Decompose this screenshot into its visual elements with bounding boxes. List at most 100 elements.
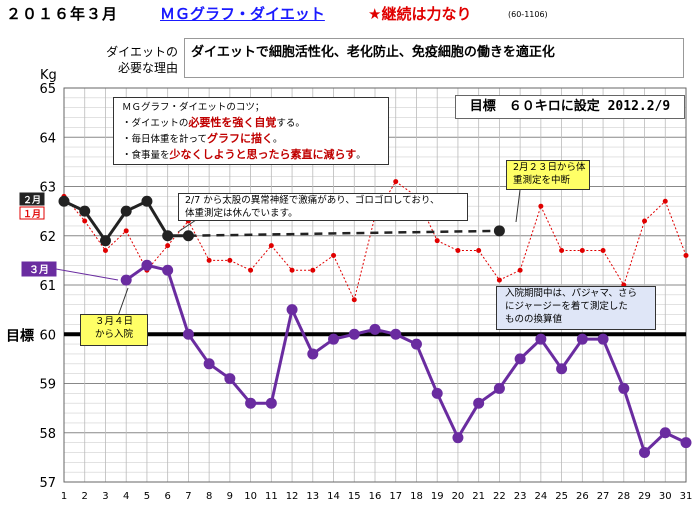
y-tick-label: 58 bbox=[39, 427, 56, 442]
data-point bbox=[287, 305, 297, 315]
data-point bbox=[352, 298, 356, 302]
tips-title: ＭＧグラフ・ダイエットのコツ； bbox=[122, 100, 380, 115]
x-tick-label: 17 bbox=[389, 491, 402, 502]
legend-jan-text: １月 bbox=[23, 209, 41, 220]
x-tick-label: 13 bbox=[306, 491, 319, 502]
x-tick-label: 22 bbox=[493, 491, 506, 502]
data-point bbox=[394, 180, 398, 184]
data-point bbox=[518, 268, 522, 272]
x-tick-label: 11 bbox=[265, 491, 278, 502]
data-point bbox=[601, 249, 605, 253]
series-line-segment bbox=[188, 221, 209, 260]
data-point bbox=[370, 324, 380, 334]
x-tick-label: 27 bbox=[597, 491, 610, 502]
data-point bbox=[163, 265, 173, 275]
data-point bbox=[228, 258, 232, 262]
data-point bbox=[453, 433, 463, 443]
y-tick-label: 61 bbox=[39, 279, 56, 294]
data-point bbox=[643, 219, 647, 223]
data-point bbox=[103, 249, 107, 253]
x-tick-label: 5 bbox=[144, 491, 150, 502]
x-tick-label: 1 bbox=[61, 491, 67, 502]
data-point bbox=[59, 196, 69, 206]
data-point bbox=[494, 383, 504, 393]
data-point bbox=[183, 231, 193, 241]
data-point bbox=[311, 268, 315, 272]
data-point bbox=[494, 226, 504, 236]
x-tick-label: 28 bbox=[617, 491, 630, 502]
data-point bbox=[515, 354, 525, 364]
data-point bbox=[225, 374, 235, 384]
x-tick-label: 26 bbox=[576, 491, 589, 502]
data-point bbox=[246, 398, 256, 408]
data-point bbox=[474, 398, 484, 408]
data-point bbox=[660, 428, 670, 438]
y-tick-label: 60 bbox=[39, 328, 56, 343]
x-tick-label: 19 bbox=[431, 491, 444, 502]
x-tick-label: 23 bbox=[514, 491, 527, 502]
series-line-segment bbox=[251, 246, 272, 271]
x-tick-label: 3 bbox=[102, 491, 108, 502]
data-point bbox=[577, 334, 587, 344]
goal-label: 目標 bbox=[6, 327, 34, 344]
series-line-segment bbox=[416, 344, 437, 393]
legend-mar-leader bbox=[56, 269, 118, 280]
data-point bbox=[269, 244, 273, 248]
series-line-segment bbox=[334, 255, 355, 299]
data-point bbox=[100, 236, 110, 246]
series-line-segment bbox=[665, 201, 686, 255]
data-point bbox=[684, 253, 688, 257]
y-tick-label: 57 bbox=[39, 476, 56, 491]
data-point bbox=[80, 206, 90, 216]
series-line-segment bbox=[271, 310, 292, 404]
x-tick-label: 29 bbox=[638, 491, 651, 502]
data-point bbox=[619, 383, 629, 393]
y-tick-label: 65 bbox=[39, 82, 56, 97]
data-point bbox=[183, 329, 193, 339]
series-line-segment bbox=[313, 255, 334, 270]
data-point bbox=[349, 329, 359, 339]
data-point bbox=[332, 253, 336, 257]
tips-box: ＭＧグラフ・ダイエットのコツ； ・ダイエットの必要性を強く自覚する。 ・毎日体重… bbox=[113, 97, 389, 165]
data-point bbox=[83, 219, 87, 223]
data-point bbox=[640, 447, 650, 457]
data-point bbox=[477, 249, 481, 253]
data-point bbox=[580, 249, 584, 253]
x-tick-label: 7 bbox=[185, 491, 191, 502]
data-point bbox=[681, 438, 691, 448]
data-point bbox=[391, 329, 401, 339]
x-tick-label: 16 bbox=[369, 491, 382, 502]
x-tick-label: 2 bbox=[82, 491, 88, 502]
data-point bbox=[166, 244, 170, 248]
x-tick-label: 10 bbox=[244, 491, 257, 502]
x-tick-label: 6 bbox=[164, 491, 170, 502]
y-tick-label: 64 bbox=[39, 131, 56, 146]
y-tick-label: 59 bbox=[39, 378, 56, 393]
x-tick-label: 21 bbox=[472, 491, 485, 502]
x-tick-label: 9 bbox=[227, 491, 233, 502]
x-tick-label: 30 bbox=[659, 491, 672, 502]
data-point bbox=[163, 231, 173, 241]
x-tick-label: 4 bbox=[123, 491, 129, 502]
data-point bbox=[142, 260, 152, 270]
x-tick-label: 14 bbox=[327, 491, 340, 502]
data-point bbox=[560, 249, 564, 253]
data-point bbox=[204, 359, 214, 369]
x-tick-label: 15 bbox=[348, 491, 361, 502]
data-point bbox=[249, 268, 253, 272]
tips-line-2: ・毎日体重を計ってグラフに描く。 bbox=[122, 131, 380, 147]
x-tick-label: 25 bbox=[555, 491, 568, 502]
data-point bbox=[663, 199, 667, 203]
data-point bbox=[435, 239, 439, 243]
callout-hospital-note: 入院期間中は、パジャマ、さら にジャージーを着て測定した ものの換算値 bbox=[496, 286, 656, 330]
data-point bbox=[539, 204, 543, 208]
series-line-segment bbox=[541, 206, 562, 250]
data-point bbox=[121, 275, 131, 285]
series-line-segment bbox=[354, 216, 375, 300]
data-point bbox=[266, 398, 276, 408]
y-tick-label: 62 bbox=[39, 230, 56, 245]
x-tick-label: 31 bbox=[680, 491, 693, 502]
tips-line-1: ・ダイエットの必要性を強く自覚する。 bbox=[122, 115, 380, 131]
x-tick-label: 24 bbox=[534, 491, 547, 502]
